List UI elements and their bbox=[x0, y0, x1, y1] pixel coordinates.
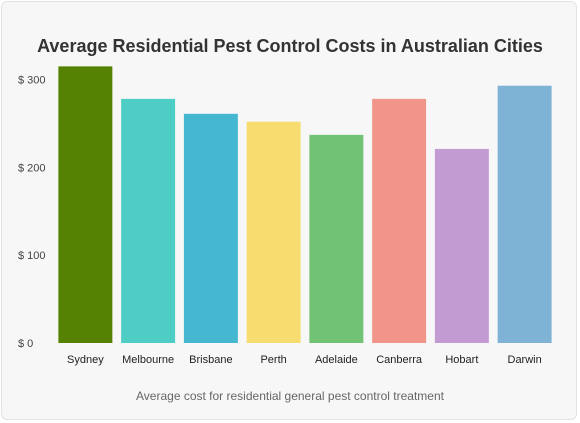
chart-caption: Average cost for residential general pes… bbox=[136, 389, 444, 403]
y-axis: $ 0 $ 100 $ 200 $ 300 bbox=[18, 75, 46, 350]
chart-title: Average Residential Pest Control Costs i… bbox=[37, 36, 543, 56]
bar-perth bbox=[246, 121, 301, 344]
bar-brisbane bbox=[183, 113, 238, 343]
x-tick-label-darwin: Darwin bbox=[508, 354, 542, 366]
x-tick-label-perth: Perth bbox=[260, 354, 286, 366]
x-tick-label-canberra: Canberra bbox=[376, 354, 423, 366]
y-tick-label: $ 100 bbox=[18, 250, 46, 262]
x-axis: Sydney Melbourne Brisbane Perth Adelaide Canb… bbox=[67, 354, 542, 366]
bar-canberra bbox=[372, 98, 427, 343]
y-tick-label: $ 200 bbox=[18, 162, 46, 174]
bar-hobart bbox=[434, 148, 489, 343]
bar-sydney bbox=[58, 66, 113, 343]
bars bbox=[58, 66, 552, 344]
bar-adelaide bbox=[309, 134, 364, 343]
bar-darwin bbox=[497, 85, 552, 343]
x-tick-label-hobart: Hobart bbox=[445, 354, 478, 366]
y-tick-label: $ 300 bbox=[18, 75, 46, 87]
x-tick-label-sydney: Sydney bbox=[67, 354, 104, 366]
x-tick-label-adelaide: Adelaide bbox=[315, 354, 358, 366]
x-tick-label-melbourne: Melbourne bbox=[122, 354, 174, 366]
bar-melbourne bbox=[121, 98, 176, 343]
x-tick-label-brisbane: Brisbane bbox=[189, 354, 232, 366]
y-tick-label: $ 0 bbox=[18, 338, 33, 350]
